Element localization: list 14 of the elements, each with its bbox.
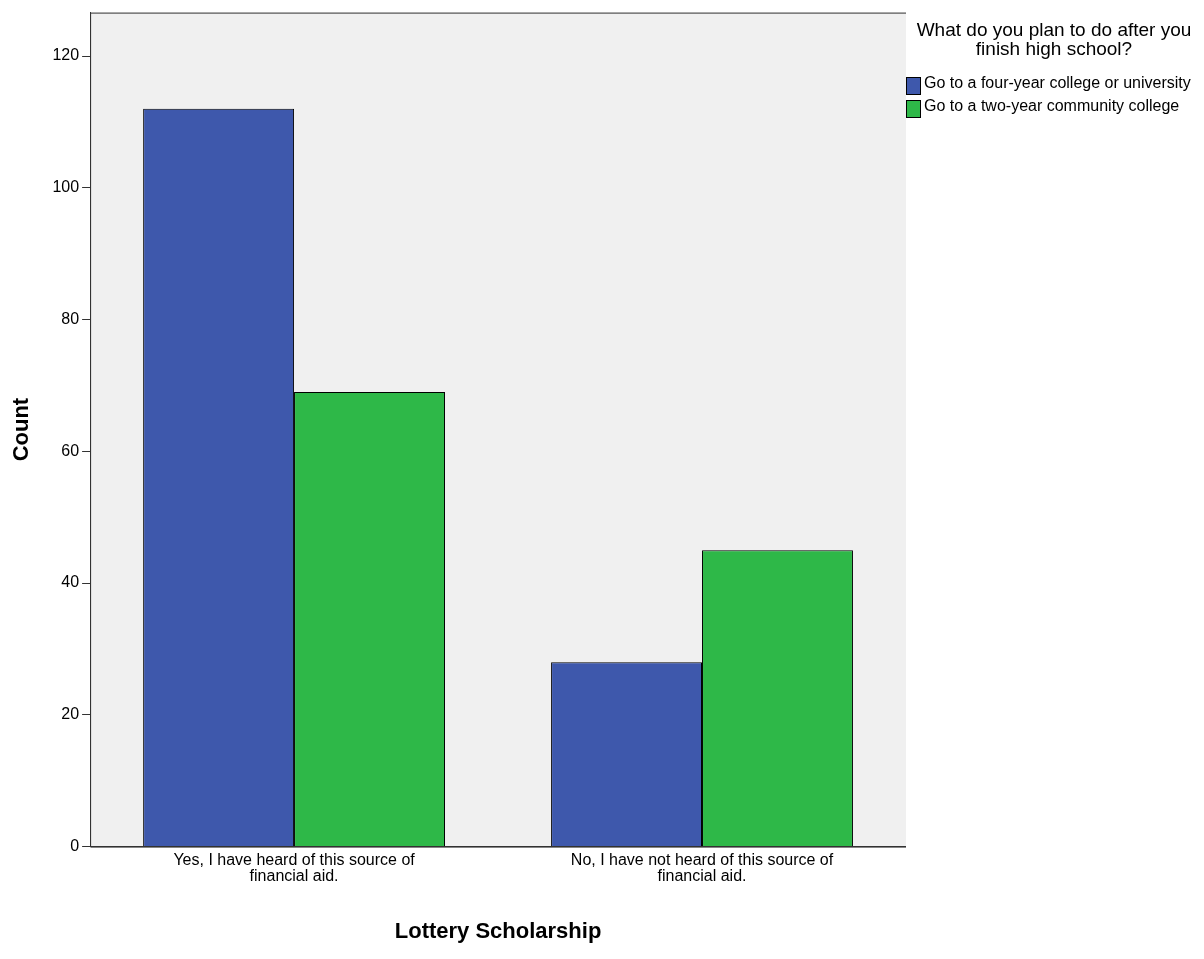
legend-title: What do you plan to do after you finish high school? — [915, 19, 1193, 59]
x-tick-label: Yes, I have heard of this source of financial aid. — [173, 851, 416, 885]
y-tick-label: 60 — [61, 441, 80, 459]
y-tick-label: 40 — [61, 573, 80, 591]
x-tick-label: No, I have not heard of this source of financial aid. — [570, 851, 834, 885]
y-tick-label: 80 — [61, 309, 80, 327]
y-tick-label: 120 — [52, 46, 80, 64]
x-axis-title: Lottery Scholarship — [394, 917, 602, 943]
y-tick-label: 20 — [61, 705, 80, 723]
legend-label: Go to a four-year college or university — [924, 74, 1191, 91]
y-axis-title: Count — [8, 397, 34, 462]
legend-label: Go to a two-year community college — [924, 97, 1180, 114]
y-tick-label: 100 — [52, 178, 80, 196]
y-tick-label: 0 — [70, 837, 80, 855]
